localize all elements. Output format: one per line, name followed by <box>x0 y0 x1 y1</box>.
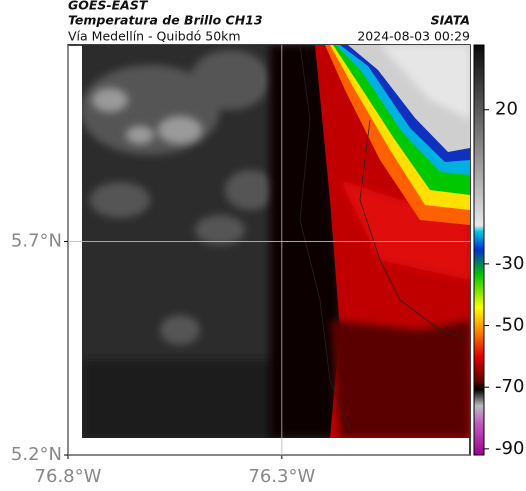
subtitle: Vía Medellín - Quibdó 50km <box>68 29 241 44</box>
y-tick-label: 5.2°N <box>11 444 62 465</box>
colorbar-label: -30 <box>495 253 524 274</box>
source: SIATA <box>431 13 470 28</box>
y-tick-label: 5.7°N <box>11 230 62 251</box>
x-tick-label: 76.3°W <box>248 466 315 487</box>
timestamp: 2024-08-03 00:29 <box>357 29 470 44</box>
satellite-image <box>82 45 470 438</box>
x-tick-label: 76.8°W <box>35 466 102 487</box>
product: GOES-EAST <box>68 0 149 13</box>
colorbar-label: -90 <box>495 438 524 459</box>
colorbar-label: 20 <box>495 99 518 120</box>
colorbar-label: -70 <box>495 376 524 397</box>
colorbar <box>473 44 485 456</box>
title: Temperatura de Brillo CH13 <box>68 13 263 28</box>
colorbar-label: -50 <box>495 315 524 336</box>
